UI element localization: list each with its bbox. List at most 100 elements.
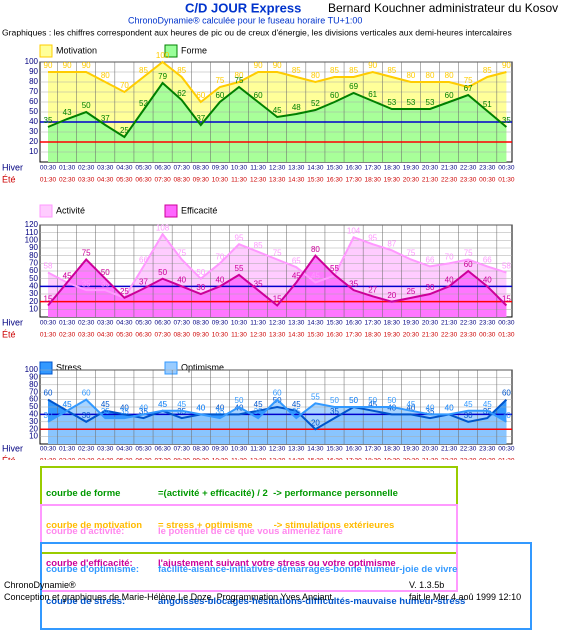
x-tick-label: 01:30 — [498, 177, 515, 184]
x-tick-label: 04:30 — [97, 332, 114, 339]
x-tick-label: 02:30 — [59, 458, 76, 460]
y-tick-label: 60 — [29, 266, 38, 275]
x-tick-label: 10:30 — [212, 458, 229, 460]
value-label: 50 — [101, 268, 110, 277]
value-label: 25 — [120, 287, 129, 296]
y-tick-label: 40 — [29, 410, 38, 419]
y-tick-label: 20 — [29, 424, 38, 433]
value-label: 35 — [101, 279, 110, 288]
x-tick-label: 11:30 — [250, 165, 266, 172]
legend-swatch — [164, 44, 178, 58]
legend-label: Forme — [181, 45, 207, 55]
value-label: 75 — [177, 249, 186, 258]
value-label: 45 — [63, 272, 72, 281]
row-label: Été — [2, 329, 16, 339]
x-tick-label: 14:30 — [307, 320, 324, 327]
x-tick-label: 09:30 — [212, 165, 229, 172]
value-label: 62 — [177, 89, 186, 98]
x-tick-label: 03:30 — [78, 177, 95, 184]
x-tick-label: 07:30 — [154, 458, 171, 460]
x-tick-label: 07:30 — [174, 320, 191, 327]
y-tick-label: 10 — [29, 304, 38, 313]
x-tick-label: 13:30 — [288, 446, 305, 453]
x-tick-label: 00:30 — [498, 320, 515, 327]
value-label: 60 — [82, 389, 91, 398]
x-tick-label: 01:30 — [40, 458, 57, 460]
x-tick-label: 12:30 — [269, 320, 286, 327]
y-tick-label: 10 — [29, 147, 38, 156]
value-label: 30 — [82, 411, 91, 420]
x-tick-label: 20:30 — [403, 177, 420, 184]
value-label: 58 — [44, 262, 53, 271]
x-tick-label: 02:30 — [78, 165, 95, 172]
x-tick-label: 18:30 — [365, 177, 382, 184]
x-tick-label: 04:30 — [116, 165, 133, 172]
y-tick-label: 70 — [29, 387, 38, 396]
x-tick-label: 00:30 — [40, 320, 57, 327]
y-tick-label: 120 — [25, 220, 39, 229]
x-tick-label: 06:30 — [154, 446, 171, 453]
x-tick-label: 17:30 — [365, 320, 382, 327]
value-label: 85 — [330, 66, 339, 75]
value-label: 43 — [63, 108, 72, 117]
x-tick-label: 19:30 — [384, 177, 401, 184]
value-label: 90 — [254, 61, 263, 70]
value-label: 40 — [215, 404, 224, 413]
x-tick-label: 15:30 — [307, 332, 324, 339]
x-tick-label: 20:30 — [403, 458, 420, 460]
value-label: 60 — [330, 91, 339, 100]
x-tick-label: 06:30 — [135, 332, 152, 339]
value-label: 45 — [63, 400, 72, 409]
x-tick-label: 17:30 — [365, 446, 382, 453]
legend-label: Activité — [56, 205, 85, 215]
x-tick-label: 15:30 — [307, 177, 324, 184]
value-label: 85 — [349, 66, 358, 75]
x-tick-label: 01:30 — [59, 165, 76, 172]
y-tick-label: 90 — [29, 373, 38, 382]
value-label: 45 — [311, 272, 320, 281]
x-tick-label: 18:30 — [384, 320, 401, 327]
row-label: Été — [2, 455, 16, 460]
value-label: 80 — [311, 71, 320, 80]
value-label: 35 — [44, 116, 53, 125]
x-tick-label: 07:30 — [174, 446, 191, 453]
value-label: 75 — [406, 249, 415, 258]
x-tick-label: 23:30 — [460, 332, 477, 339]
x-tick-label: 11:30 — [231, 332, 247, 339]
x-tick-label: 15:30 — [307, 458, 324, 460]
note-box: courbe de forme =(activité + efficacité) … — [40, 466, 458, 554]
y-tick-label: 100 — [25, 235, 39, 244]
subtitle: ChronoDynamie® calculée pour le fuseau h… — [128, 15, 362, 25]
x-tick-label: 19:30 — [384, 458, 401, 460]
value-label: 80 — [406, 71, 415, 80]
value-label: 60 — [464, 260, 473, 269]
x-tick-label: 20:30 — [403, 332, 420, 339]
x-tick-label: 00:30 — [40, 446, 57, 453]
value-label: 60 — [273, 389, 282, 398]
text: facilité-aisance-initiatives-démarrages-… — [158, 564, 458, 575]
x-tick-label: 10:30 — [231, 320, 248, 327]
value-label: 52 — [139, 99, 148, 108]
legend-label: Stress — [56, 362, 82, 372]
credits: Conception et graphiques de Marie-Hélène… — [4, 592, 335, 602]
value-label: 90 — [63, 61, 72, 70]
x-tick-label: 19:30 — [403, 446, 420, 453]
x-tick-label: 05:30 — [135, 320, 152, 327]
value-label: 40 — [426, 404, 435, 413]
x-tick-label: 17:30 — [345, 458, 362, 460]
x-tick-label: 10:30 — [231, 165, 248, 172]
x-tick-label: 19:30 — [403, 165, 420, 172]
x-tick-label: 16:30 — [326, 177, 343, 184]
value-label: 52 — [311, 99, 320, 108]
value-label: 40 — [483, 275, 492, 284]
note-line: courbe de stress: angoisses-blocages-hési… — [46, 594, 526, 610]
value-label: 80 — [101, 71, 110, 80]
x-tick-label: 02:30 — [59, 177, 76, 184]
y-tick-label: 10 — [29, 432, 38, 441]
value-label: 104 — [347, 226, 361, 235]
x-tick-label: 05:30 — [116, 177, 133, 184]
x-tick-label: 18:30 — [365, 332, 382, 339]
x-tick-label: 00:30 — [498, 165, 515, 172]
value-label: 70 — [120, 81, 129, 90]
value-label: 51 — [483, 100, 492, 109]
